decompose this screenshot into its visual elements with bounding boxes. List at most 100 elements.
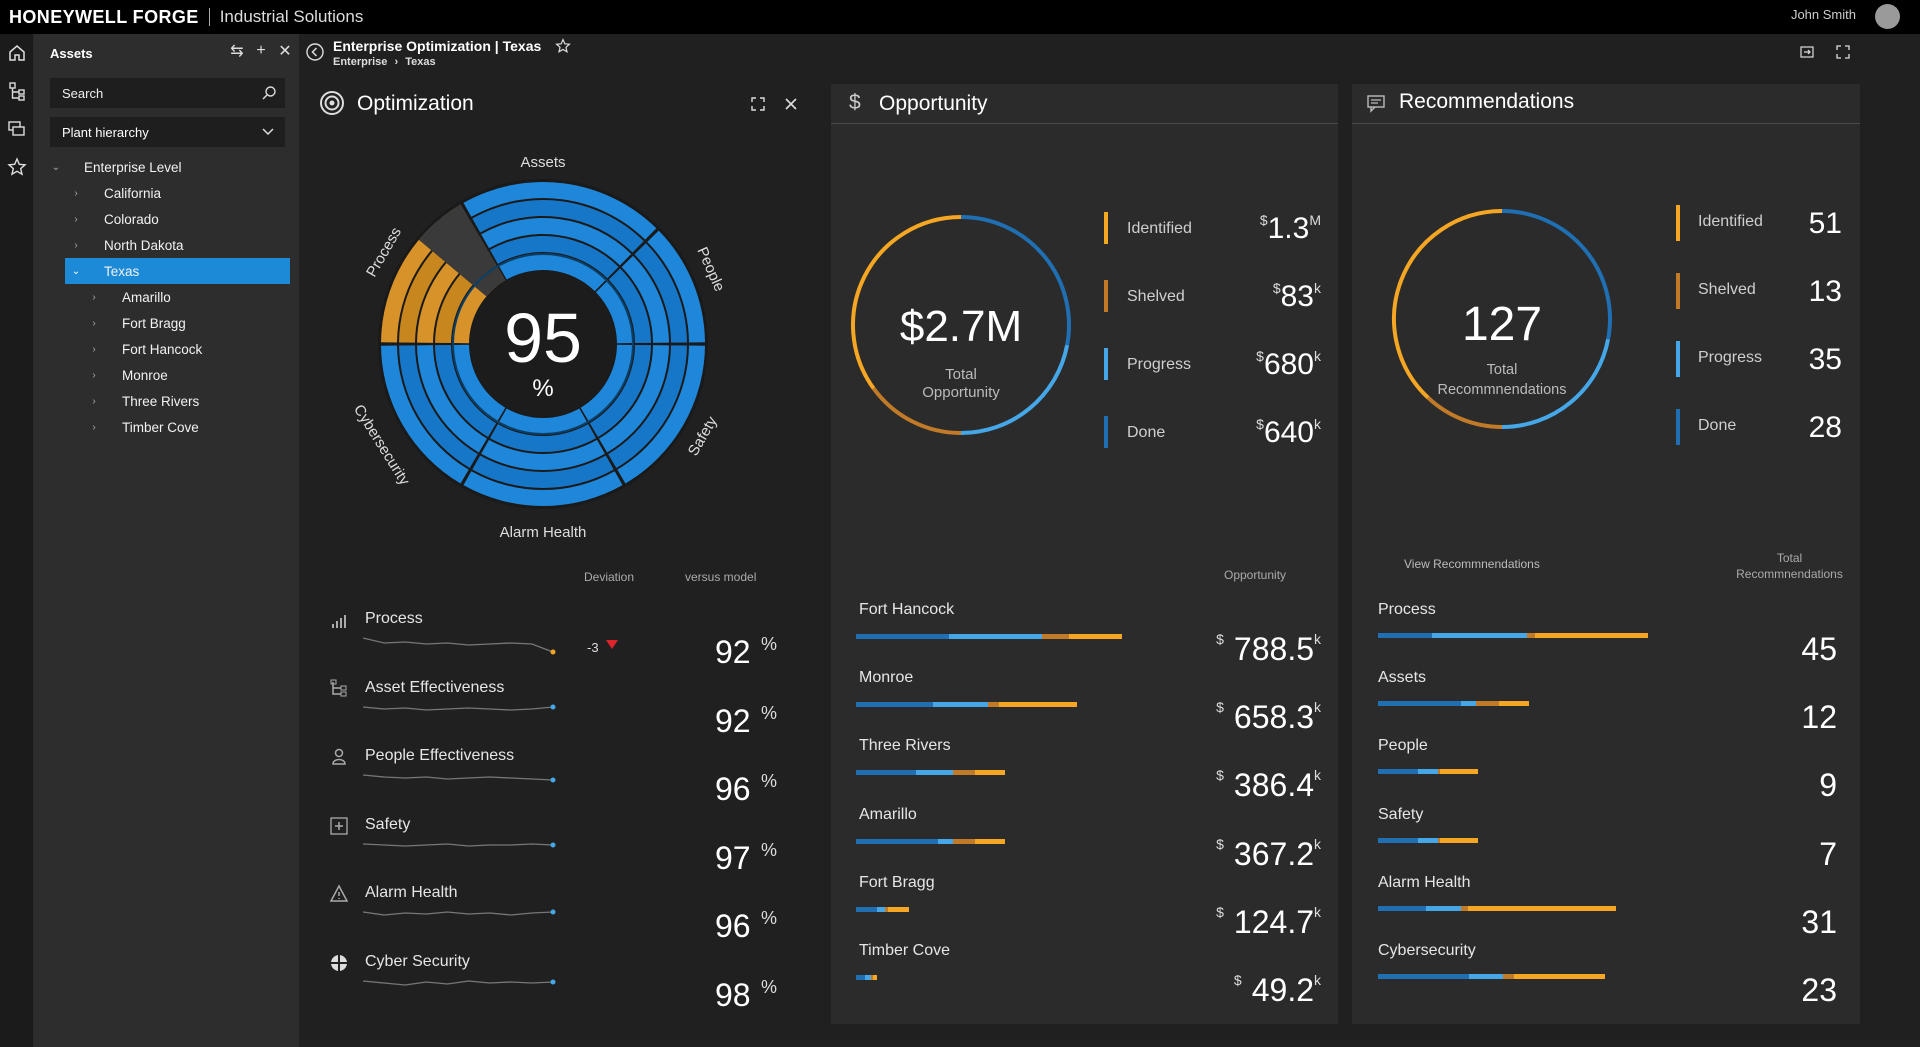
breadcrumb-item[interactable]: Enterprise: [333, 56, 388, 68]
tree-item-label: Colorado: [104, 211, 159, 227]
site-number: 124.7: [1233, 903, 1314, 940]
tree-item-enterprise[interactable]: ⌄ Enterprise Level: [34, 154, 299, 180]
legend-swatch: [1104, 212, 1108, 244]
radial-band: [598, 345, 669, 453]
radial-segment-assets[interactable]: [463, 182, 657, 292]
tree-item-colorado[interactable]: › Colorado: [34, 206, 299, 232]
chevron-right-icon[interactable]: ›: [74, 187, 78, 199]
close-icon[interactable]: [784, 97, 798, 111]
star-icon[interactable]: [6, 156, 28, 178]
export-icon[interactable]: [1799, 44, 1815, 60]
search-icon[interactable]: [261, 85, 277, 101]
optimization-row[interactable]: Asset Effectiveness 92%: [299, 673, 813, 739]
chevron-down-icon[interactable]: ⌄: [51, 161, 61, 173]
progress-bar: [856, 634, 1122, 639]
opportunity-site-row[interactable]: Timber Cove $49.2k: [831, 942, 1338, 1008]
search-input[interactable]: [62, 85, 252, 101]
progress-bar: [1378, 633, 1648, 638]
legend-swatch: [1676, 341, 1680, 377]
recommendation-row[interactable]: Process 45: [1352, 601, 1860, 667]
optimization-row-value: 97: [715, 839, 751, 876]
tree-item-north-dakota[interactable]: › North Dakota: [34, 232, 299, 258]
opportunity-site-row[interactable]: Amarillo $367.2k: [831, 806, 1338, 872]
hierarchy-select-value: Plant hierarchy: [62, 124, 149, 140]
chevron-down-icon[interactable]: ⌄: [71, 265, 81, 277]
ring-segment: [960, 215, 1071, 346]
radial-segment-process[interactable]: [381, 204, 506, 344]
avatar[interactable]: [1875, 4, 1900, 29]
chevron-right-icon[interactable]: ›: [92, 421, 96, 433]
tree-item-amarillo[interactable]: › Amarillo: [34, 284, 299, 310]
sparkline: [363, 909, 556, 916]
recommendation-row[interactable]: Safety 7: [1352, 806, 1860, 872]
optimization-row-value: 92: [715, 634, 751, 670]
opportunity-site-row[interactable]: Fort Hancock $788.5k: [831, 601, 1338, 667]
radial-label: Assets: [520, 154, 565, 171]
stat-value: 35: [1808, 343, 1842, 376]
radial-segment-people[interactable]: [595, 230, 705, 344]
tree-item-california[interactable]: › California: [34, 180, 299, 206]
chevron-right-icon[interactable]: ›: [92, 317, 96, 329]
optimization-row[interactable]: Alarm Health 96%: [299, 878, 813, 944]
tree-item-monroe[interactable]: › Monroe: [34, 362, 299, 388]
expand-icon[interactable]: [751, 97, 765, 111]
optimization-row[interactable]: Safety 97%: [299, 810, 813, 876]
chevron-right-icon[interactable]: ›: [92, 291, 96, 303]
optimization-row-label: People Effectiveness: [365, 747, 515, 764]
progress-bar: [856, 906, 910, 912]
opportunity-title: Opportunity: [879, 92, 988, 115]
sync-icon[interactable]: ⇆: [230, 43, 244, 60]
stat-value: 51: [1808, 207, 1842, 240]
radial-band: [481, 439, 605, 470]
chevron-right-icon[interactable]: ›: [92, 343, 96, 355]
optimization-row[interactable]: Cyber Security 98%: [299, 947, 813, 1013]
hierarchy-icon[interactable]: [6, 80, 28, 102]
radial-segment-safety[interactable]: [580, 344, 705, 484]
plus-box-icon: [330, 816, 348, 835]
radial-band: [617, 345, 705, 484]
add-icon[interactable]: +: [256, 42, 266, 59]
fullscreen-icon[interactable]: [1835, 44, 1851, 60]
progress-bar-segment: [1378, 905, 1426, 911]
progress-bar-segment: [952, 838, 976, 844]
optimization-row[interactable]: People Effectiveness 96%: [299, 741, 813, 807]
recommendation-row[interactable]: Cybersecurity 23: [1352, 942, 1860, 1008]
tree-item-three-rivers[interactable]: › Three Rivers: [34, 388, 299, 414]
recommendation-row[interactable]: Assets 12: [1352, 669, 1860, 735]
progress-bar-segment: [933, 702, 989, 708]
opportunity-site-row[interactable]: Three Rivers $386.4k: [831, 737, 1338, 803]
tree-item-fort-bragg[interactable]: › Fort Bragg: [34, 310, 299, 336]
favorite-star-icon[interactable]: [555, 38, 571, 54]
chevron-right-icon[interactable]: ›: [74, 213, 78, 225]
radial-segment-alarm-health[interactable]: [463, 408, 623, 506]
search-box[interactable]: [50, 78, 285, 108]
hierarchy-select[interactable]: Plant hierarchy: [50, 117, 285, 147]
recommendation-row[interactable]: People 9: [1352, 737, 1860, 803]
home-icon[interactable]: [6, 42, 28, 64]
opportunity-site-row[interactable]: Monroe $658.3k: [831, 669, 1338, 735]
chevron-right-icon[interactable]: ›: [92, 369, 96, 381]
recommendation-row[interactable]: Alarm Health 31: [1352, 874, 1860, 940]
chevron-right-icon[interactable]: ›: [92, 395, 96, 407]
progress-bar-segment: [1468, 905, 1616, 911]
user-name[interactable]: John Smith: [1790, 7, 1856, 22]
back-icon[interactable]: [305, 42, 325, 62]
radial-label: People: [693, 245, 728, 295]
tree-item-texas[interactable]: ⌄ Texas: [65, 258, 290, 284]
view-recommendations-link[interactable]: View Recommnendations: [1404, 557, 1540, 571]
windows-icon[interactable]: [6, 118, 28, 140]
close-icon[interactable]: ✕: [278, 43, 292, 60]
opportunity-site-row[interactable]: Fort Bragg $124.7k: [831, 874, 1338, 940]
chevron-right-icon[interactable]: ›: [74, 239, 78, 251]
progress-bar-segment: [937, 838, 953, 844]
progress-bar: [1378, 905, 1616, 911]
tree-item-timber-cove[interactable]: › Timber Cove: [34, 414, 299, 440]
radial-segment-cybersecurity[interactable]: [381, 344, 506, 484]
progress-bar-segment: [975, 770, 1005, 776]
optimization-row[interactable]: Process -3 92%: [299, 604, 813, 670]
site-value: $658.3k: [1131, 699, 1321, 736]
breadcrumb-item[interactable]: Texas: [405, 56, 436, 68]
recommendations-stat: Progress 35: [1352, 341, 1860, 381]
tree-item-fort-hancock[interactable]: › Fort Hancock: [34, 336, 299, 362]
